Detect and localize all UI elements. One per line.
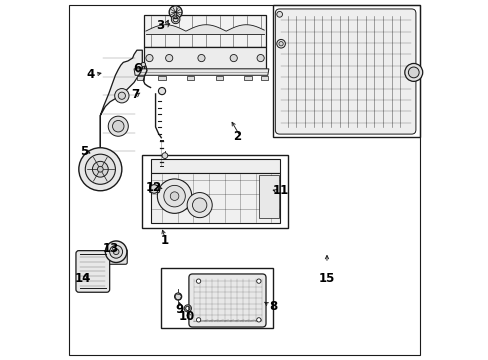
Circle shape bbox=[115, 89, 129, 103]
Circle shape bbox=[256, 318, 261, 322]
Circle shape bbox=[256, 279, 261, 283]
Circle shape bbox=[109, 245, 122, 258]
Circle shape bbox=[113, 249, 119, 255]
Polygon shape bbox=[244, 76, 251, 80]
Circle shape bbox=[108, 116, 128, 136]
Text: 8: 8 bbox=[268, 300, 277, 313]
FancyBboxPatch shape bbox=[149, 185, 159, 193]
Circle shape bbox=[174, 293, 182, 300]
Text: 10: 10 bbox=[179, 310, 195, 324]
Circle shape bbox=[170, 192, 179, 201]
Circle shape bbox=[276, 40, 285, 48]
Text: 15: 15 bbox=[318, 272, 334, 285]
Circle shape bbox=[407, 67, 418, 78]
Circle shape bbox=[276, 12, 282, 17]
Circle shape bbox=[79, 148, 122, 191]
Polygon shape bbox=[187, 76, 194, 80]
Circle shape bbox=[192, 198, 206, 212]
Circle shape bbox=[187, 193, 212, 218]
Text: 1: 1 bbox=[161, 234, 169, 247]
Polygon shape bbox=[151, 159, 279, 173]
Circle shape bbox=[92, 161, 108, 177]
Circle shape bbox=[157, 179, 191, 213]
Text: 11: 11 bbox=[272, 184, 288, 197]
Text: 12: 12 bbox=[146, 181, 162, 194]
Text: 13: 13 bbox=[103, 242, 119, 255]
Text: 9: 9 bbox=[176, 303, 183, 316]
Polygon shape bbox=[151, 173, 279, 223]
Polygon shape bbox=[144, 15, 265, 47]
FancyBboxPatch shape bbox=[76, 251, 109, 292]
Polygon shape bbox=[215, 76, 223, 80]
Circle shape bbox=[118, 92, 125, 99]
Polygon shape bbox=[258, 175, 278, 218]
Circle shape bbox=[196, 279, 201, 283]
Circle shape bbox=[112, 121, 124, 132]
Text: 3: 3 bbox=[156, 19, 164, 32]
Text: 14: 14 bbox=[74, 272, 90, 285]
Polygon shape bbox=[100, 50, 142, 166]
FancyBboxPatch shape bbox=[275, 9, 415, 134]
Polygon shape bbox=[144, 47, 265, 69]
Circle shape bbox=[257, 54, 264, 62]
Text: 2: 2 bbox=[233, 130, 241, 144]
Text: 5: 5 bbox=[80, 145, 88, 158]
Circle shape bbox=[85, 154, 115, 184]
Circle shape bbox=[169, 6, 182, 19]
Circle shape bbox=[145, 54, 153, 62]
Circle shape bbox=[165, 54, 172, 62]
FancyBboxPatch shape bbox=[105, 249, 127, 264]
FancyBboxPatch shape bbox=[188, 274, 265, 327]
Circle shape bbox=[149, 185, 158, 193]
Circle shape bbox=[141, 62, 145, 67]
Circle shape bbox=[97, 166, 103, 172]
Circle shape bbox=[196, 318, 201, 322]
Polygon shape bbox=[134, 69, 268, 75]
Circle shape bbox=[278, 41, 283, 46]
Circle shape bbox=[198, 54, 204, 62]
Circle shape bbox=[404, 63, 422, 81]
Circle shape bbox=[105, 241, 126, 262]
Circle shape bbox=[162, 153, 167, 158]
Polygon shape bbox=[158, 76, 165, 80]
Polygon shape bbox=[260, 76, 267, 80]
Circle shape bbox=[163, 185, 185, 207]
Text: 7: 7 bbox=[131, 88, 139, 101]
Text: 4: 4 bbox=[87, 68, 95, 81]
Circle shape bbox=[230, 54, 237, 62]
Polygon shape bbox=[137, 76, 144, 80]
Circle shape bbox=[158, 87, 165, 95]
Text: 6: 6 bbox=[133, 62, 141, 75]
